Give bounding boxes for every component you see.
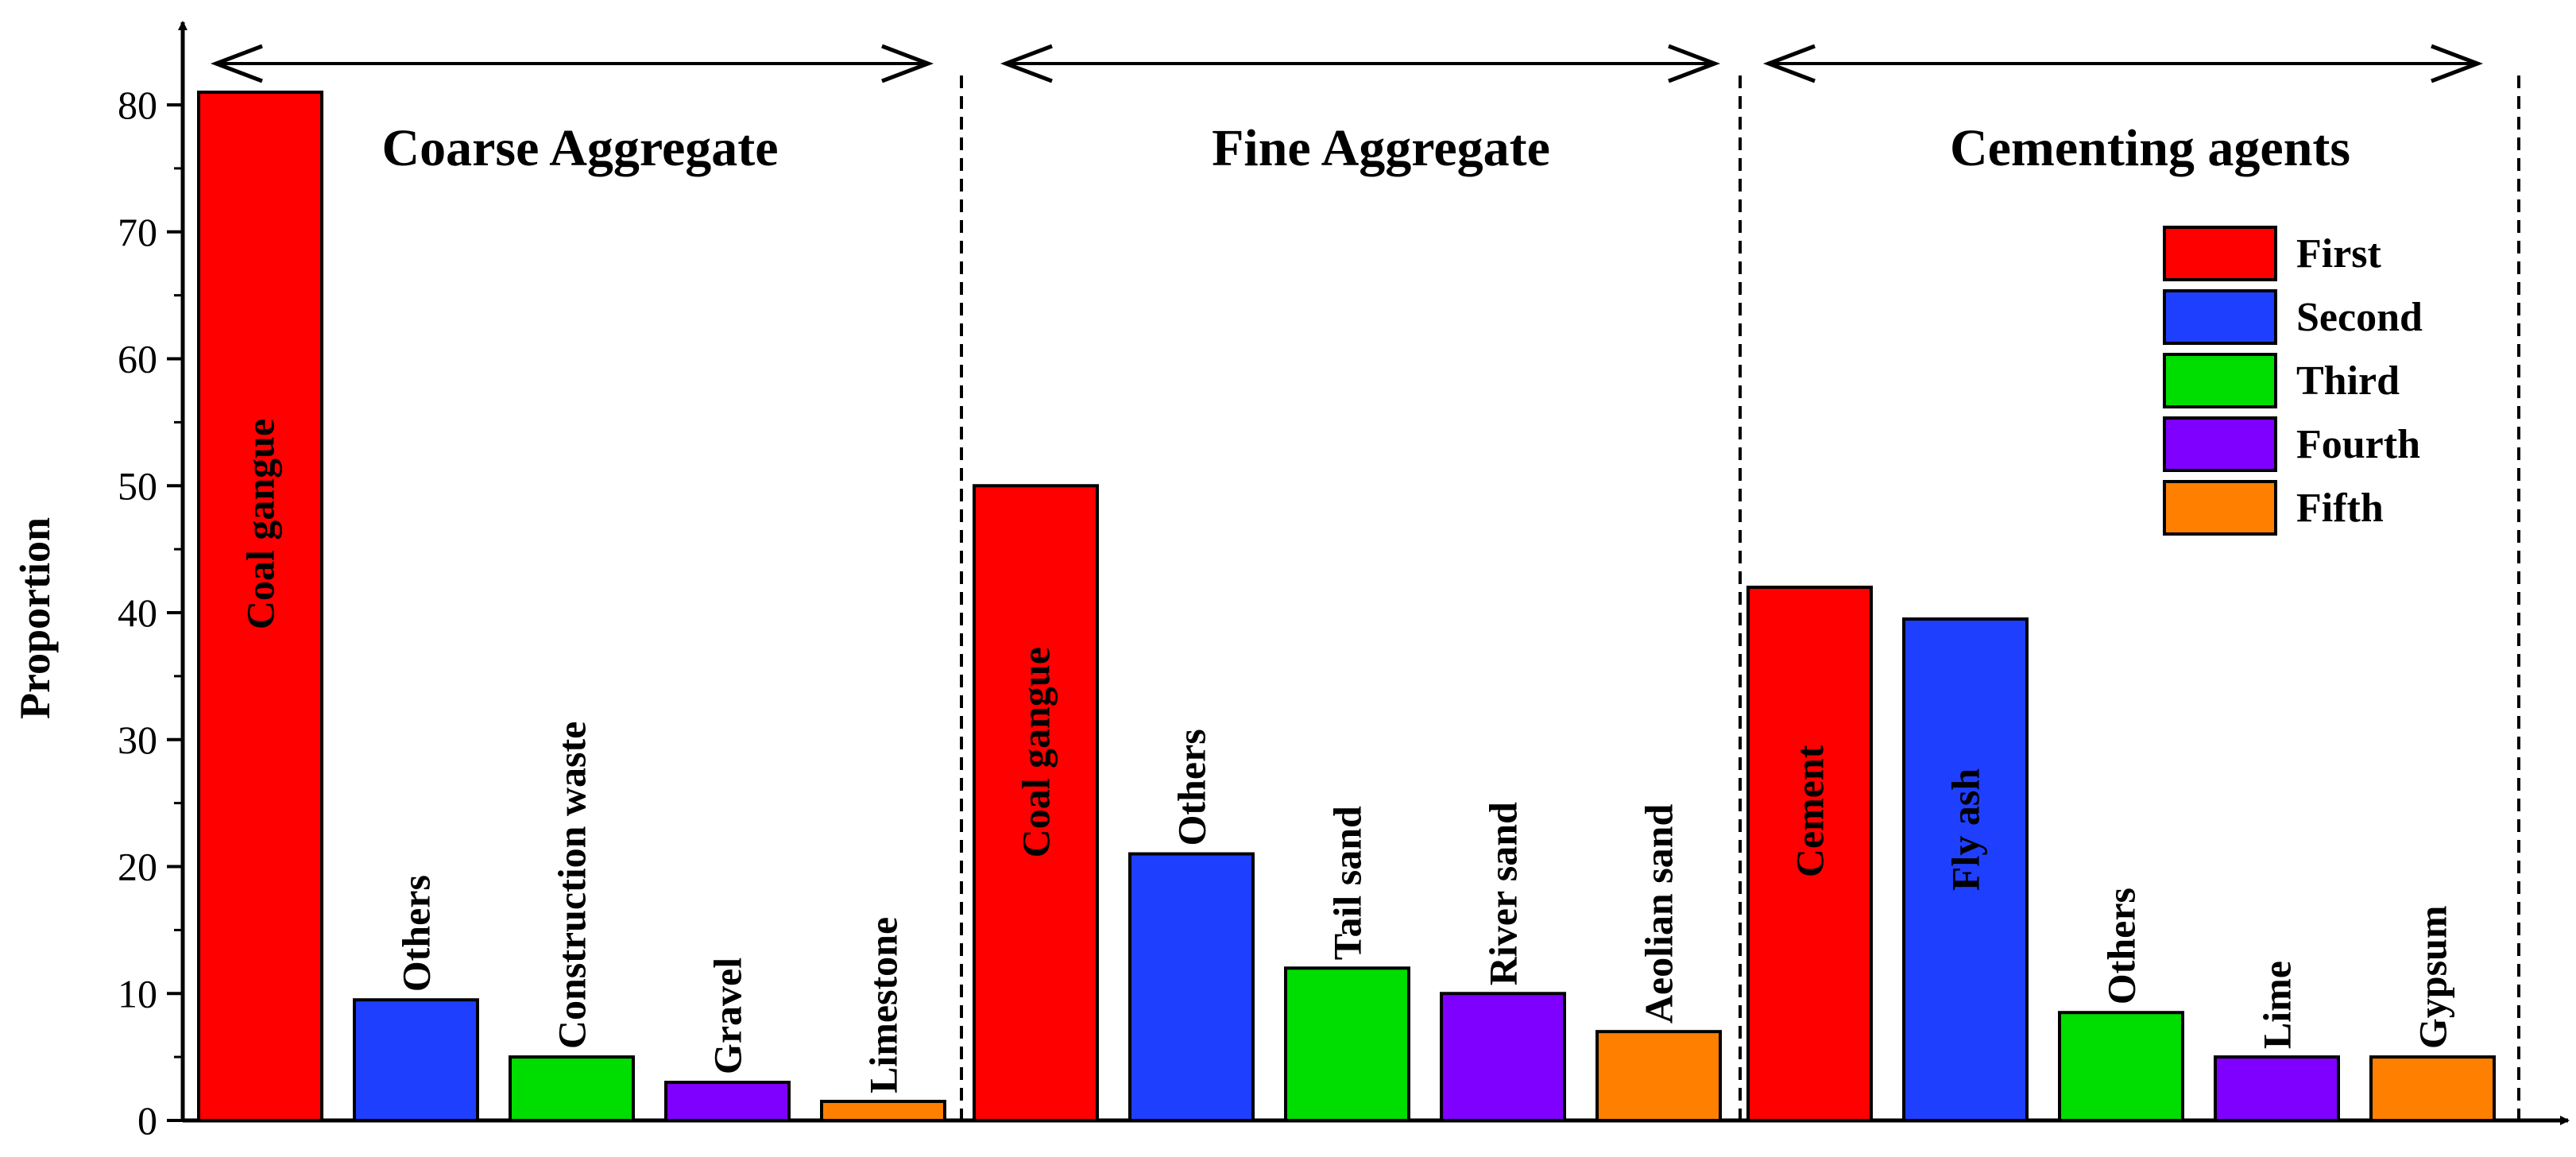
- bar-label: Fly ash: [1944, 768, 1988, 891]
- y-tick-label: 20: [118, 845, 157, 889]
- axes: [178, 21, 2570, 1125]
- bar-groups: Coarse Aggregate Coal gangue Others Constru…: [197, 44, 2520, 1123]
- legend-label: Third: [2296, 358, 2400, 404]
- bar-label: Aeolian sand: [1637, 804, 1681, 1024]
- bar: [1746, 586, 1873, 1122]
- bar: [820, 1100, 946, 1122]
- bar: [973, 484, 1099, 1122]
- bar: [197, 91, 323, 1122]
- legend-swatch: [2163, 480, 2277, 536]
- bar-label: Coal gangue: [238, 419, 283, 629]
- y-axis-ticks: 0 10 20 30 40 50 60 70 80: [118, 83, 183, 1143]
- legend: First Second Third Fourth Fifth: [2163, 226, 2423, 536]
- y-tick-label: 10: [118, 971, 157, 1016]
- bar-group: Cementing agents Cement Fly ash Others Lime G…: [1746, 44, 2520, 1123]
- arrowhead-left: [1000, 44, 1053, 83]
- arrowhead-right: [1668, 44, 1721, 83]
- legend-label: Fifth: [2296, 486, 2384, 531]
- bar-label: Gypsum: [2411, 906, 2455, 1050]
- y-tick-label: 0: [137, 1098, 157, 1143]
- y-tick-label: 30: [118, 718, 157, 762]
- bar: [353, 998, 479, 1123]
- bar-group: Fine Aggregate Coal gangue Others Tail sand…: [973, 44, 1742, 1123]
- bar-label: Gravel: [706, 958, 750, 1074]
- bar: [1128, 852, 1255, 1123]
- legend-label: Second: [2296, 295, 2423, 340]
- bar-label: River sand: [1481, 802, 1526, 985]
- group-title: Coarse Aggregate: [381, 119, 778, 177]
- bar: [664, 1081, 791, 1122]
- bar: [2058, 1011, 2184, 1123]
- legend-swatch: [2163, 353, 2277, 408]
- y-tick-label: 40: [118, 590, 157, 635]
- y-tick-label: 60: [118, 337, 157, 381]
- bar-label: Others: [2099, 888, 2144, 1004]
- bar: [509, 1055, 635, 1122]
- bar-group: Coarse Aggregate Coal gangue Others Constru…: [197, 44, 963, 1123]
- legend-swatch: [2163, 226, 2277, 281]
- y-axis-title: Proportion: [11, 517, 59, 719]
- y-tick-label: 70: [118, 210, 157, 254]
- legend-label: First: [2296, 231, 2382, 277]
- bar-label: Others: [1170, 729, 1214, 846]
- legend-swatch: [2163, 416, 2277, 472]
- bar: [1440, 992, 1566, 1122]
- group-title: Fine Aggregate: [1212, 119, 1550, 177]
- legend-swatch: [2163, 289, 2277, 345]
- bar: [2214, 1055, 2340, 1122]
- bar: [2369, 1055, 2496, 1122]
- y-tick-label: 80: [118, 83, 157, 127]
- arrowhead-right: [2431, 44, 2484, 83]
- legend-label: Fourth: [2296, 422, 2420, 467]
- bar-label: Tail sand: [1325, 806, 1370, 960]
- arrowhead-left: [1762, 44, 1816, 83]
- arrowhead-left: [210, 44, 263, 83]
- bar-label: Construction waste: [550, 722, 594, 1049]
- arrowhead-right: [881, 44, 934, 83]
- group-title: Cementing agents: [1950, 119, 2350, 177]
- y-tick-label: 50: [118, 463, 157, 508]
- bar: [1902, 617, 2029, 1122]
- bar: [1595, 1030, 1722, 1123]
- bar-label: Lime: [2255, 961, 2299, 1049]
- bar-label: Cement: [1788, 745, 1832, 877]
- bar-label: Others: [394, 875, 439, 992]
- bar-label: Coal gangue: [1014, 647, 1058, 857]
- bar-label: Limestone: [861, 917, 906, 1093]
- bar: [1284, 966, 1410, 1123]
